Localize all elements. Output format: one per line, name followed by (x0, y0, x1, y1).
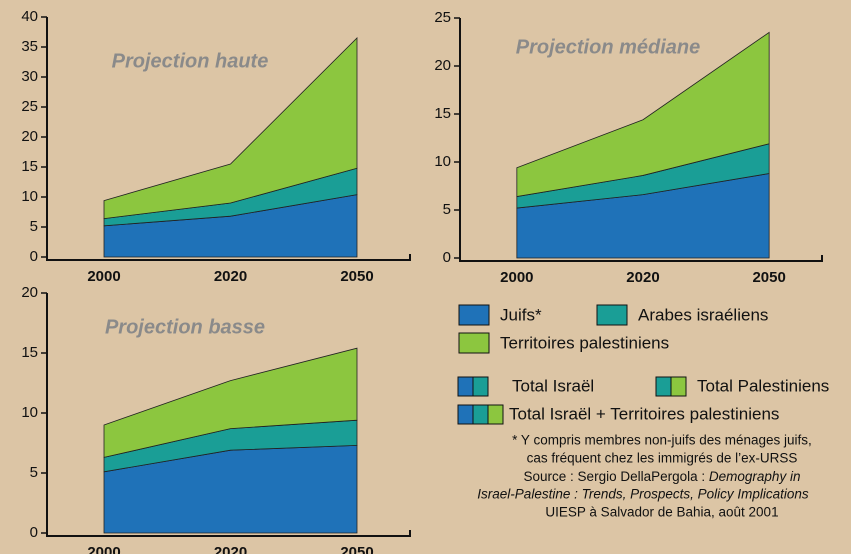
legend-swatch (458, 332, 490, 354)
x-tick-label: 2000 (500, 269, 533, 286)
legend-label: Territoires palestiniens (500, 333, 669, 352)
legend-swatch (457, 404, 474, 425)
legend-label: Arabes israéliens (638, 305, 768, 324)
note: Israel-Palestine : Trends, Prospects, Po… (477, 487, 809, 502)
y-tick-label: 0 (443, 249, 451, 266)
legend-swatch (472, 404, 489, 425)
x-tick-label: 2000 (87, 544, 120, 554)
legend-swatch (655, 376, 672, 397)
y-tick-label: 15 (21, 344, 38, 361)
note: Demography in (709, 469, 801, 484)
y-tick-label: 30 (21, 68, 38, 85)
legend-swatch (458, 304, 490, 326)
plot-title: Projection basse (105, 316, 265, 338)
note: cas fréquent chez les immigrés de l’ex-U… (527, 451, 798, 466)
legend-label: Total Israël (512, 376, 594, 395)
x-tick-label: 2050 (752, 269, 785, 286)
x-tick-label: 2020 (214, 544, 247, 554)
note: * Y compris membres non-juifs des ménage… (512, 433, 812, 448)
y-tick-label: 5 (443, 201, 451, 218)
y-tick-label: 10 (434, 153, 451, 170)
y-tick-label: 40 (21, 8, 38, 25)
y-tick-label: 20 (21, 284, 38, 301)
note: Source : Sergio DellaPergola : Demograph… (524, 469, 801, 484)
legend (457, 304, 687, 425)
legend-swatch (670, 376, 687, 397)
legend-swatch (472, 376, 489, 397)
note: Source : Sergio DellaPergola : (524, 469, 706, 484)
plot-title: Projection médiane (516, 36, 701, 58)
y-tick-label: 20 (21, 128, 38, 145)
plot-title: Projection haute (112, 50, 269, 72)
y-tick-label: 5 (30, 218, 38, 235)
x-tick-label: 2050 (340, 544, 373, 554)
legend-swatch (596, 304, 628, 326)
legend-label: Juifs* (500, 305, 542, 324)
x-tick-label: 2020 (626, 269, 659, 286)
legend-label: Total Israël + Territoires palestiniens (509, 404, 779, 423)
y-tick-label: 15 (21, 158, 38, 175)
y-tick-label: 5 (30, 464, 38, 481)
y-tick-label: 0 (30, 524, 38, 541)
legend-swatch (487, 404, 504, 425)
x-tick-label: 2050 (340, 268, 373, 285)
y-tick-label: 35 (21, 38, 38, 55)
area (516, 31, 770, 198)
y-tick-label: 15 (434, 105, 451, 122)
y-tick-label: 10 (21, 188, 38, 205)
y-tick-label: 10 (21, 404, 38, 421)
legend-swatch (457, 376, 474, 397)
area (103, 347, 358, 458)
area (103, 37, 358, 220)
x-tick-label: 2000 (87, 268, 120, 285)
note: UIESP à Salvador de Bahia, août 2001 (545, 505, 778, 520)
x-tick-label: 2020 (214, 268, 247, 285)
y-tick-label: 20 (434, 57, 451, 74)
y-tick-label: 25 (434, 9, 451, 26)
legend-label: Total Palestiniens (697, 376, 829, 395)
y-tick-label: 0 (30, 248, 38, 265)
y-tick-label: 25 (21, 98, 38, 115)
